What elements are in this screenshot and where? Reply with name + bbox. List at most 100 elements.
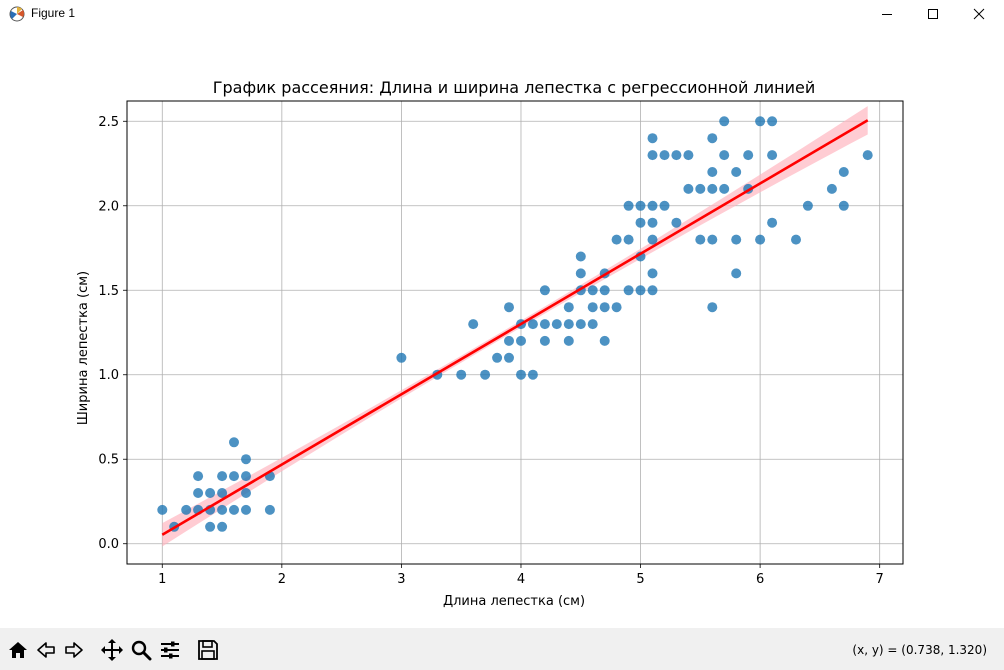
minimize-icon [882, 14, 892, 15]
scatter-point [635, 285, 646, 296]
matplotlib-icon [8, 5, 26, 23]
scatter-point [599, 285, 610, 296]
scatter-point [587, 302, 598, 313]
save-button[interactable] [195, 637, 221, 663]
navigation-toolbar: (x, y) = (0.738, 1.320) [0, 628, 1004, 670]
scatter-point [217, 471, 228, 482]
y-tick-label: 1.0 [98, 368, 119, 383]
y-tick-label: 2.5 [98, 115, 119, 130]
scatter-point [229, 471, 239, 482]
zoom-icon [131, 640, 152, 661]
scatter-point [575, 268, 586, 279]
scatter-point [575, 319, 586, 330]
scatter-point [707, 133, 718, 144]
scatter-point [205, 488, 216, 498]
scatter-point [516, 369, 526, 380]
scatter-point [157, 504, 168, 515]
scatter-point [838, 167, 849, 177]
x-tick-label: 1 [158, 572, 166, 587]
y-tick-label: 0.0 [98, 537, 119, 552]
chart-title: График рассеяния: Длина и ширина лепестк… [213, 78, 815, 97]
x-tick-label: 4 [517, 572, 525, 587]
scatter-point [563, 302, 574, 313]
scatter-point [647, 150, 658, 161]
scatter-point [755, 116, 766, 127]
home-button[interactable] [5, 637, 31, 663]
close-button[interactable] [956, 0, 1002, 28]
zoom-button[interactable] [128, 637, 154, 663]
scatter-point [707, 234, 718, 245]
y-tick-label: 2.0 [98, 199, 119, 214]
x-axis-label: Длина лепестка (см) [443, 594, 585, 609]
data-points [157, 116, 873, 532]
scatter-point [241, 454, 251, 465]
scatter-point [695, 234, 706, 245]
scatter-point [683, 150, 694, 161]
scatter-point [623, 234, 634, 245]
close-icon [973, 8, 985, 20]
scatter-point [671, 217, 682, 228]
scatter-point [516, 335, 526, 346]
scatter-chart: 1 2 3 4 5 6 7 0.0 0.5 1.0 1.5 2.0 2.5 График рассея… [76, 78, 904, 609]
pan-icon [101, 639, 123, 661]
scatter-point [217, 504, 228, 515]
home-icon [9, 642, 27, 658]
configure-icon [161, 641, 179, 659]
back-icon [37, 642, 55, 658]
x-tick-label: 2 [278, 572, 286, 587]
cursor-coordinates: (x, y) = (0.738, 1.320) [852, 643, 987, 657]
scatter-point [707, 183, 718, 194]
scatter-point [731, 234, 742, 245]
scatter-point [635, 200, 646, 211]
maximize-icon [928, 9, 938, 19]
scatter-point [539, 285, 550, 296]
configure-subplots-button[interactable] [157, 637, 183, 663]
scatter-point [743, 150, 754, 161]
scatter-point [826, 183, 837, 194]
scatter-point [504, 335, 514, 346]
scatter-point [217, 521, 228, 532]
regression-line [161, 119, 869, 536]
scatter-point [647, 234, 658, 245]
pan-button[interactable] [99, 637, 125, 663]
scatter-point [791, 234, 801, 245]
scatter-point [241, 471, 251, 482]
x-tick-label: 3 [397, 572, 405, 587]
scatter-point [719, 183, 730, 194]
forward-button[interactable] [61, 637, 87, 663]
scatter-point [623, 285, 634, 296]
scatter-point [217, 488, 228, 498]
scatter-point [229, 504, 239, 515]
scatter-point [635, 217, 646, 228]
scatter-point [551, 319, 562, 330]
minimize-button[interactable] [864, 0, 910, 28]
scatter-point [611, 234, 622, 245]
scatter-point [599, 302, 610, 313]
x-ticks: 1 2 3 4 5 6 7 [158, 564, 884, 587]
regression-line-group [161, 119, 869, 536]
x-tick-label: 6 [756, 572, 764, 587]
scatter-point [755, 234, 766, 245]
scatter-point [719, 116, 730, 127]
scatter-point [838, 200, 849, 211]
scatter-point [205, 521, 216, 532]
scatter-point [647, 217, 658, 228]
scatter-point [767, 150, 778, 161]
scatter-point [504, 352, 514, 363]
scatter-point [264, 504, 275, 515]
scatter-point [599, 335, 610, 346]
scatter-point [527, 369, 538, 380]
back-button[interactable] [33, 637, 59, 663]
scatter-point [563, 335, 574, 346]
maximize-button[interactable] [910, 0, 956, 28]
scatter-point [229, 437, 239, 448]
figure-canvas[interactable]: 1 2 3 4 5 6 7 0.0 0.5 1.0 1.5 2.0 2.5 График рассея… [0, 28, 1004, 628]
scatter-point [468, 319, 479, 330]
window-titlebar: Figure 1 [0, 0, 1004, 28]
scatter-point [695, 183, 706, 194]
scatter-point [659, 150, 670, 161]
scatter-point [539, 319, 550, 330]
grid-lines [127, 101, 903, 564]
scatter-point [647, 133, 658, 144]
scatter-point [862, 150, 873, 161]
